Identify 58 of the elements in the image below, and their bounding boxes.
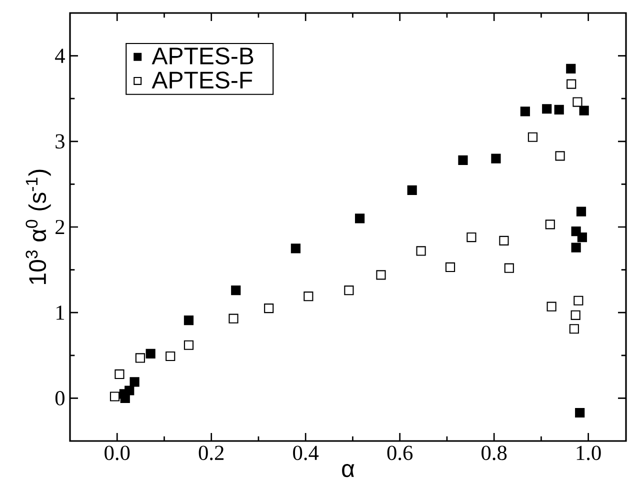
y-tick-label: 4 — [55, 48, 65, 63]
point — [110, 392, 120, 402]
point — [184, 340, 194, 350]
point — [184, 316, 194, 326]
x-tick-label: 0.8 — [482, 446, 507, 460]
point — [504, 263, 514, 273]
point — [554, 104, 564, 115]
legend-label: APTES-B — [152, 47, 254, 64]
point — [290, 244, 301, 254]
point — [566, 64, 576, 74]
legend-label: APTES-F — [152, 72, 252, 89]
point — [577, 232, 587, 242]
point — [146, 348, 156, 358]
point — [458, 155, 468, 166]
x-tick-label: 1.0 — [576, 446, 601, 460]
point — [499, 236, 509, 246]
point — [264, 304, 274, 314]
point — [130, 377, 140, 387]
point — [445, 262, 456, 272]
point — [304, 292, 314, 302]
point — [566, 79, 576, 89]
point — [575, 408, 585, 418]
point — [135, 353, 146, 363]
point — [574, 296, 584, 306]
point — [571, 242, 581, 252]
point — [546, 302, 556, 312]
y-tick-label: 0 — [55, 391, 64, 406]
point — [555, 151, 565, 161]
x-tick-label: 0.0 — [104, 446, 130, 460]
point — [114, 369, 124, 380]
point — [491, 154, 501, 164]
point — [407, 185, 417, 195]
x-axis-title: α — [342, 464, 354, 478]
point — [542, 104, 552, 114]
point — [579, 106, 589, 116]
point — [124, 386, 134, 396]
x-tick-label: 0.4 — [293, 446, 319, 460]
y-tick-label: 2 — [56, 220, 64, 234]
point — [344, 286, 354, 296]
x-tick-label: 0.2 — [198, 446, 224, 460]
point — [228, 314, 238, 324]
y-tick-label: 1 — [56, 306, 64, 320]
point — [416, 246, 426, 256]
point — [231, 286, 241, 296]
y-axis-title: 10$^{3}$ α$^{0}$ (s$^{-1}$) — [26, 170, 51, 284]
point — [545, 220, 555, 230]
point — [466, 232, 476, 242]
point — [376, 270, 386, 280]
point — [354, 214, 365, 224]
y-tick-label: 3 — [56, 134, 64, 149]
point — [520, 106, 530, 116]
point — [570, 310, 580, 320]
point — [528, 132, 538, 142]
point — [576, 206, 586, 216]
point — [572, 97, 582, 107]
x-tick-label: 0.6 — [387, 446, 413, 460]
point — [569, 324, 579, 334]
point — [166, 351, 176, 362]
